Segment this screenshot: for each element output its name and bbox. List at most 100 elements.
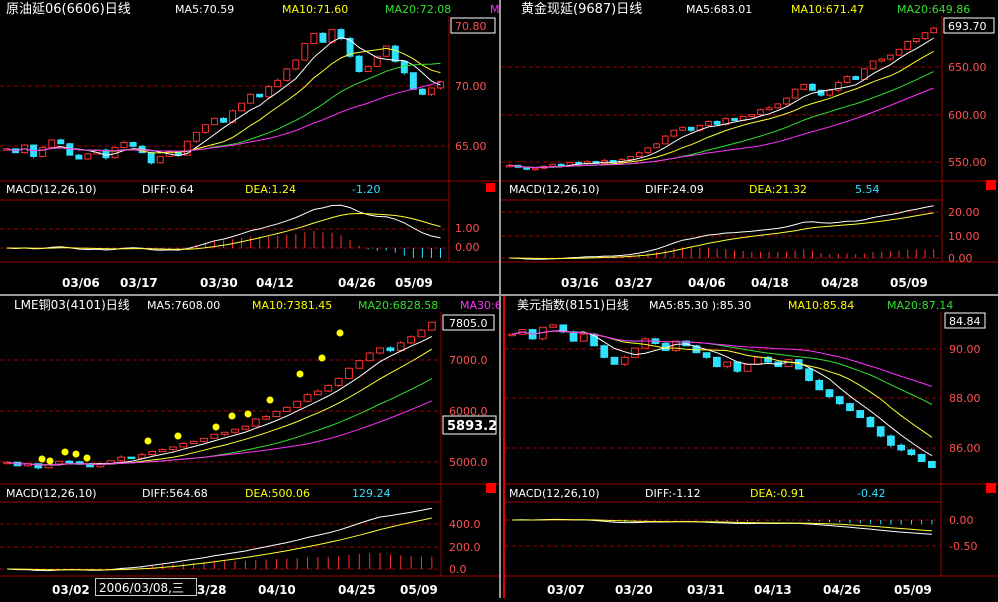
- gold-candle-20: [679, 126, 686, 131]
- crude-candle-30: [274, 79, 282, 88]
- usd-candle-11: [620, 356, 629, 365]
- crude-candle-24: [220, 117, 227, 123]
- gold-candle-48: [921, 32, 929, 40]
- crude-candle-22: [201, 124, 209, 133]
- gold-ma5-line: [509, 37, 934, 169]
- copper-signal-dot-12: [318, 354, 326, 362]
- gold-dea: DEA:21.32: [749, 183, 807, 196]
- crude-candle-8: [75, 154, 83, 160]
- crude-oil-chart-panel[interactable]: 原油延06(6606)日线 MA5:70.59 MA10:71.60 MA20:…: [0, 0, 500, 294]
- crude-candle-7: [66, 143, 74, 156]
- gold-price-label-550: 550.00: [948, 156, 987, 169]
- copper-candle-37: [386, 347, 395, 351]
- usd-candle-0: [508, 333, 516, 337]
- gold-candle-28: [748, 114, 756, 118]
- copper-candle-23: [241, 425, 250, 430]
- crude-candle-41: [373, 55, 381, 67]
- copper-signal-dot-1: [46, 457, 54, 465]
- copper-candle-15: [158, 449, 167, 453]
- crude-candle-32: [292, 59, 300, 70]
- gold-chart[interactable]: 黄金现延(9687)日线 MA5:683.01 MA10:671.47 MA20…: [501, 0, 998, 294]
- gold-macd-label: MACD(12,26,10): [509, 183, 600, 196]
- copper-ma30-line: [7, 400, 433, 466]
- copper-date-1: 3/28: [197, 583, 226, 597]
- copper-ma20: MA20:6828.58: [358, 299, 438, 312]
- usd-candle-9: [600, 345, 609, 358]
- crude-candle-40: [364, 65, 372, 72]
- copper-candle-21: [220, 431, 229, 435]
- copper-signal-dot-7: [212, 423, 220, 431]
- copper-signal-dot-3: [72, 450, 80, 458]
- usd-price-label-86: 86.00: [949, 442, 981, 455]
- usd-candle-39: [907, 449, 916, 456]
- usd-ma20-line: [511, 330, 933, 405]
- crude-title: 原油延06(6606)日线: [6, 2, 131, 17]
- crude-diff: DIFF:0.64: [142, 183, 194, 196]
- usd-candle-33: [846, 403, 854, 412]
- gold-date-2: 04/06: [688, 276, 726, 290]
- copper-macd-label: MACD(12,26,10): [6, 487, 97, 500]
- gold-indicator-square[interactable]: [986, 180, 996, 190]
- date-tooltip: 2006/03/08,三: [95, 578, 197, 596]
- copper-macd-label-0: 0.0: [449, 563, 467, 576]
- copper-candle-14: [148, 451, 157, 456]
- usd-candle-32: [835, 396, 844, 405]
- gold-title: 黄金现延(9687)日线: [521, 1, 642, 17]
- copper-price-label-7000: 7000.0: [449, 354, 488, 367]
- copper-candle-19: [200, 437, 208, 442]
- usd-indicator-square[interactable]: [986, 483, 996, 493]
- copper-candle-24: [251, 418, 260, 427]
- copper-indicator-square[interactable]: [486, 483, 496, 493]
- crude-oil-chart[interactable]: 原油延06(6606)日线 MA5:70.59 MA10:71.60 MA20:…: [0, 0, 500, 294]
- usd-index-chart[interactable]: 美元指数(8151)日线 MA5:85.30 ):85.30 MA10:85.8…: [505, 296, 998, 598]
- crude-macd-label-0: 0.00: [455, 241, 480, 254]
- gold-chart-panel[interactable]: 黄金现延(9687)日线 MA5:683.01 MA10:671.47 MA20…: [501, 0, 998, 294]
- crude-indicator-square[interactable]: [486, 183, 495, 192]
- usd-ma20: MA20:87.14: [887, 299, 953, 312]
- usd-ma5: MA5:85.30 ):85.30: [649, 299, 751, 312]
- usd-index-chart-panel[interactable]: 美元指数(8151)日线 MA5:85.30 ):85.30 MA10:85.8…: [505, 296, 998, 598]
- crude-last-price: 70.80: [455, 20, 487, 33]
- usd-date-1: 03/20: [615, 583, 653, 597]
- gold-last-price: 693.70: [948, 20, 987, 33]
- copper-last-price: 7805.0: [449, 317, 488, 330]
- gold-candle-31: [774, 103, 782, 109]
- copper-candle-18: [189, 440, 198, 444]
- copper-candle-25: [262, 416, 271, 420]
- crude-candle-35: [319, 32, 327, 43]
- copper-date-0: 03/02: [52, 583, 90, 597]
- usd-candle-21: [723, 361, 731, 368]
- copper-candle-17: [179, 442, 188, 448]
- gold-candle-30: [765, 107, 773, 111]
- crude-candle-20: [183, 140, 191, 156]
- copper-candle-36: [376, 347, 384, 354]
- copper-candle-35: [365, 352, 374, 362]
- copper-date-2: 04/10: [258, 583, 296, 597]
- usd-price-label-90: 90.00: [949, 343, 981, 356]
- crude-candle-13: [120, 141, 128, 149]
- copper-chart-panel[interactable]: LME铜03(4101)日线 MA5:7608.00 MA10:7381.45 …: [0, 296, 502, 598]
- gold-ma5: MA5:683.01: [686, 3, 752, 16]
- gold-candle-38: [835, 81, 842, 91]
- gold-candle-6: [557, 163, 565, 167]
- usd-candle-24: [753, 356, 762, 365]
- horizontal-divider[interactable]: [0, 294, 998, 296]
- usd-macd-label-0: 0.00: [949, 514, 974, 527]
- gold-candle-45: [895, 48, 903, 56]
- copper-candle-3: [34, 463, 43, 469]
- copper-macd-value: 129.24: [352, 487, 391, 500]
- copper-candle-38: [396, 342, 405, 351]
- crude-ma30: M: [490, 3, 499, 16]
- usd-candle-12: [631, 347, 639, 358]
- usd-candle-20: [713, 356, 721, 368]
- crude-last-price-box: [450, 17, 496, 34]
- crude-candle-9: [84, 153, 92, 160]
- copper-chart[interactable]: LME铜03(4101)日线 MA5:7608.00 MA10:7381.45 …: [0, 296, 502, 598]
- gold-macd-label-20: 20.00: [948, 206, 980, 219]
- vertical-divider[interactable]: [499, 0, 501, 598]
- copper-candle-40: [417, 329, 426, 338]
- crude-macd-value: -1.20: [352, 183, 380, 196]
- crude-date-5: 05/09: [395, 276, 433, 290]
- gold-candle-23: [705, 120, 712, 126]
- gold-candle-5: [549, 163, 556, 167]
